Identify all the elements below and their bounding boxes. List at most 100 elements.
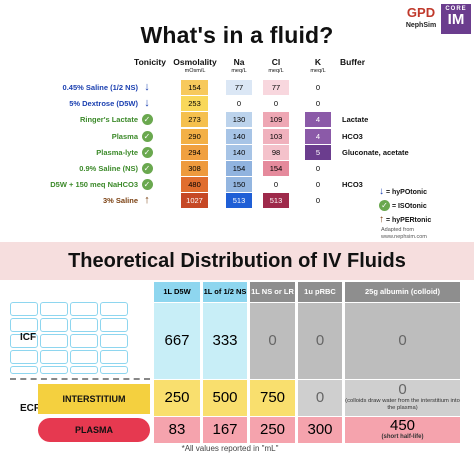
plasma-label: PLASMA [38,418,150,442]
header-tonicity: Tonicity [134,57,166,67]
na-cell: 513 [226,193,252,209]
na-cell: 140 [226,128,252,144]
section-band [0,242,474,280]
buffer-cell: HCO3 [342,131,363,141]
interstitium-value: 500 [203,380,247,416]
hyper-tonicity-icon: ↑ [144,194,150,207]
na-cell: 154 [226,161,252,176]
dist-header: 1L of 1/2 NS [203,282,247,302]
header-osmolality: Osmolality [173,57,217,67]
fluid-row-label: Plasma [111,131,138,141]
adapted-credit: Adapted from www.nephsim.com [381,227,427,240]
icf-ecf-divider [10,378,150,380]
k-cell: 4 [305,112,331,128]
header-na: Na [233,57,245,67]
header-k-unit: meq/L [310,68,326,74]
section-title: Theoretical Distribution of IV Fluids [68,250,406,272]
osmolality-cell: 253 [181,96,208,112]
k-cell: 0 [315,180,321,190]
coreim-logo: CORE IM [441,4,471,34]
interstitium-value: 0 [345,380,460,416]
header-cl-unit: meq/L [268,68,284,74]
fluid-row-label: 5% Dextrose (D5W) [69,99,138,109]
k-cell: 0 [315,99,321,109]
osmolality-cell: 480 [181,177,208,193]
dist-header: 25g albumin (colloid) [345,282,460,302]
k-cell: 0 [315,83,321,92]
icf-value: 0 [250,303,295,379]
page-title: What's in a fluid? [140,22,334,48]
cl-cell: 154 [263,161,289,176]
hypo-tonicity-icon: ↓ [144,81,150,93]
osmolality-cell: 308 [181,161,208,176]
na-cell: 140 [226,144,252,160]
cl-cell: 0 [273,99,279,109]
fluid-row-label: 3% Saline [102,196,138,206]
cl-cell: 109 [263,112,289,128]
iso-tonicity-icon: ✓ [140,129,154,144]
nephsim-logo: GPD NephSim [405,5,437,30]
iso-tonicity-icon: ✓ [140,145,154,160]
dist-header: 1u pRBC [298,282,342,302]
interstitium-value: 750 [250,380,295,416]
icf-value: 0 [298,303,342,379]
header-osmolality-unit: mOsm/L [184,68,206,74]
k-cell: 5 [305,144,331,160]
k-cell: 0 [315,164,321,173]
plasma-value: 167 [203,417,247,443]
header-cl: Cl [271,57,281,67]
fluid-row-label: D5W + 150 meq NaHCO3 [50,180,138,190]
iso-tonicity-icon: ✓ [140,177,154,192]
dist-header: 1L D5W [154,282,200,302]
cl-cell: 513 [263,193,289,209]
icf-value: 667 [154,303,200,379]
header-k: K [314,57,322,67]
iso-tonicity-icon: ✓ [140,112,154,127]
fluid-row-label: 0.45% Saline (1/2 NS) [62,83,138,92]
icf-label: ICF [20,332,37,343]
icf-value: 0 [345,303,460,379]
plasma-value: 250 [250,417,295,443]
osmolality-cell: 1027 [181,193,208,209]
hypo-tonicity-icon: ↓ [144,97,150,110]
cl-cell: 0 [273,180,279,190]
buffer-cell [342,161,422,176]
k-cell: 4 [305,128,331,144]
icf-value: 333 [203,303,247,379]
legend-hypo: ↓ = hyPOtonic [379,186,427,197]
buffer-cell [342,96,422,111]
buffer-cell [342,80,422,95]
buffer-cell: HCO3 [342,180,363,190]
header-na-unit: meq/L [231,68,247,74]
plasma-note: (short half-life) [381,434,424,440]
k-cell: 0 [315,196,321,206]
buffer-cell: Gluconate, acetate [342,147,409,157]
na-cell: 0 [236,99,242,109]
legend-iso: ✓ = ISOtonic [379,200,427,211]
na-cell: 150 [226,177,252,193]
fluid-row-label: 0.9% Saline (NS) [79,164,138,173]
na-cell: 77 [226,80,252,95]
legend-hyper: ↑ = hyPERtonic [379,214,432,225]
osmolality-cell: 294 [181,144,208,160]
interstitium-value: 250 [154,380,200,416]
interstitium-label: INTERSTITIUM [38,384,150,414]
osmolality-cell: 290 [181,128,208,144]
plasma-value: 83 [154,417,200,443]
header-buffer: Buffer [340,57,366,67]
plasma-value: 450 [345,417,460,443]
ecf-label: ECF [20,403,40,414]
interstitium-value: 0 [298,380,342,416]
plasma-value: 300 [298,417,342,443]
footnote: *All values reported in "mL" [181,444,279,453]
fluid-row-label: Plasma-lyte [96,147,138,157]
iso-tonicity-icon: ✓ [140,161,154,176]
na-cell: 130 [226,112,252,128]
fluid-row-label: Ringer's Lactate [79,115,138,125]
cl-cell: 103 [263,128,289,144]
interstitium-note: (colloids draw water from the interstiti… [345,398,460,411]
osmolality-cell: 273 [181,112,208,128]
dist-header: 1L NS or LR [250,282,295,302]
cl-cell: 98 [263,144,289,160]
osmolality-cell: 154 [181,80,208,95]
